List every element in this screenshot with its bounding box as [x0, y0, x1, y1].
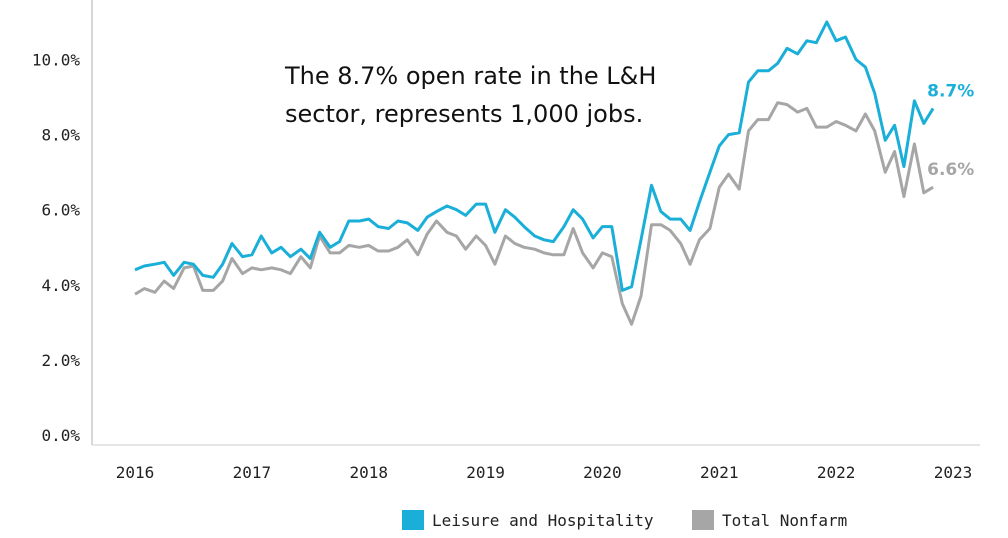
- y-tick-label: 4.0%: [41, 276, 80, 295]
- y-tick-label: 2.0%: [41, 351, 80, 370]
- annotation-line-1: The 8.7% open rate in the L&H: [284, 62, 656, 90]
- annotation-line-2: sector, represents 1,000 jobs.: [285, 100, 643, 128]
- x-tick-label: 2016: [116, 463, 155, 482]
- nonfarm-end-label: 6.6%: [927, 160, 974, 180]
- x-tick-label: 2022: [817, 463, 856, 482]
- legend-label-leisure: Leisure and Hospitality: [432, 511, 654, 530]
- x-axis-ticks: 2016 2017 2018 2019 2020 2021 2022 2023: [116, 463, 973, 482]
- y-tick-label: 0.0%: [41, 426, 80, 445]
- y-tick-label: 6.0%: [41, 201, 80, 220]
- x-tick-label: 2023: [934, 463, 973, 482]
- y-axis-ticks: 0.0% 2.0% 4.0% 6.0% 8.0% 10.0%: [32, 51, 81, 445]
- x-tick-label: 2019: [466, 463, 505, 482]
- legend-label-nonfarm: Total Nonfarm: [722, 511, 847, 530]
- leisure-hospitality-line: [134, 20, 935, 292]
- legend-swatch-leisure: [402, 510, 424, 530]
- x-tick-label: 2017: [233, 463, 272, 482]
- series-layer: [134, 20, 935, 326]
- total-nonfarm-line: [134, 101, 934, 326]
- legend: Leisure and Hospitality Total Nonfarm: [402, 510, 847, 530]
- x-tick-label: 2021: [700, 463, 739, 482]
- y-tick-label: 10.0%: [32, 51, 81, 70]
- legend-swatch-nonfarm: [692, 510, 714, 530]
- x-tick-label: 2020: [583, 463, 622, 482]
- x-tick-label: 2018: [349, 463, 388, 482]
- leisure-end-label: 8.7%: [927, 81, 974, 101]
- y-tick-label: 8.0%: [41, 126, 80, 145]
